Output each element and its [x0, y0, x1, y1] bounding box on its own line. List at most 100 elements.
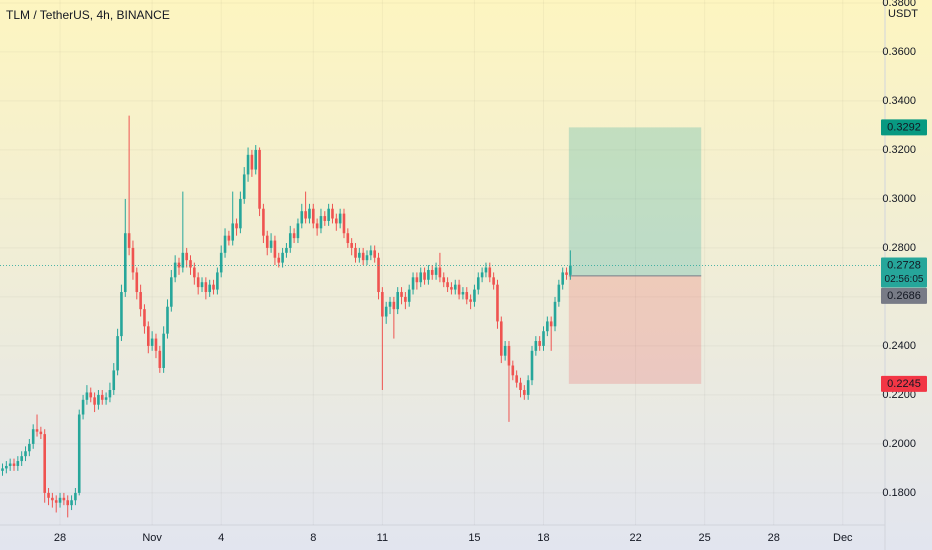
- candle-body: [120, 292, 123, 337]
- candle-body: [327, 208, 330, 221]
- candle-body: [292, 233, 296, 239]
- candle-body: [438, 267, 442, 278]
- plot-area: [0, 0, 885, 525]
- y-tick-label: 0.2800: [882, 242, 916, 254]
- candle-body: [530, 350, 534, 381]
- last-price-tag: 0.2728: [887, 259, 921, 271]
- candle-body: [331, 208, 334, 219]
- y-tick-label: 0.3600: [882, 46, 916, 58]
- candle-body: [461, 292, 465, 295]
- target-price-tag: 0.3292: [887, 121, 921, 133]
- candle-body: [369, 250, 373, 256]
- candle-body: [300, 211, 304, 224]
- axes: 0.18000.20000.22000.24000.26000.28000.30…: [54, 0, 927, 544]
- candle-body: [262, 208, 265, 236]
- candle-body: [434, 267, 438, 275]
- candle-body: [81, 399, 85, 415]
- candle-body: [281, 252, 284, 263]
- candle-body: [396, 292, 400, 310]
- candle-body: [442, 277, 446, 283]
- candle-body: [569, 265, 572, 275]
- candle-body: [28, 443, 31, 452]
- candle-body: [423, 272, 426, 280]
- candle-body: [358, 252, 361, 258]
- profit-zone: [568, 127, 702, 276]
- y-tick-label: 0.2400: [882, 340, 916, 352]
- candle-body: [388, 301, 392, 307]
- candle-body: [77, 414, 81, 493]
- stop-price-tag: 0.2245: [887, 378, 921, 390]
- candle-body: [484, 267, 488, 273]
- candle-body: [16, 461, 20, 466]
- candle-body: [361, 252, 365, 261]
- candle-body: [93, 397, 96, 405]
- candle-body: [285, 247, 288, 253]
- candle-body: [208, 284, 211, 293]
- candle-body: [146, 326, 150, 346]
- candle-body: [381, 292, 384, 317]
- candle-body: [488, 267, 492, 278]
- candle-body: [227, 235, 231, 241]
- candle-body: [100, 394, 104, 400]
- candle-body: [365, 255, 369, 261]
- candle-body: [400, 292, 403, 297]
- candle-body: [265, 235, 269, 248]
- candle-body: [373, 250, 376, 258]
- candle-body: [158, 350, 162, 368]
- unit-label: USDT: [888, 8, 918, 20]
- candle-body: [239, 198, 242, 229]
- candle-body: [219, 252, 223, 273]
- candle-body: [181, 252, 185, 268]
- candle-body: [500, 321, 503, 356]
- candle-body: [212, 284, 215, 290]
- candle-body: [404, 296, 407, 302]
- candle-body: [269, 240, 273, 248]
- candle-body: [8, 463, 12, 466]
- candle-body: [177, 262, 181, 268]
- candle-body: [250, 154, 254, 170]
- y-tick-label: 0.2000: [882, 438, 916, 450]
- entry-price-tag-bg: [881, 287, 927, 304]
- candle-body: [469, 299, 472, 302]
- x-tick-label: Dec: [833, 532, 853, 544]
- candle-body: [150, 338, 154, 346]
- candle-body: [311, 208, 315, 224]
- candle-body: [216, 272, 219, 290]
- candle-body: [553, 301, 557, 327]
- candle-body: [123, 233, 127, 293]
- entry-price-tag: 0.2686: [887, 290, 921, 302]
- last-price-tag-bg: [881, 257, 927, 288]
- candle-body: [304, 211, 307, 219]
- candle-body: [235, 223, 238, 229]
- candle-body: [492, 277, 495, 285]
- candle-body: [526, 380, 530, 395]
- x-tick-label: 28: [768, 532, 780, 544]
- candle-body: [97, 394, 100, 405]
- candle-body: [185, 252, 188, 261]
- candle-body: [39, 431, 43, 435]
- candle-body: [85, 392, 89, 400]
- candle-body: [315, 223, 319, 229]
- candle-body: [457, 284, 461, 295]
- candle-body: [189, 260, 192, 268]
- candle-body: [24, 451, 27, 457]
- candle-body: [430, 269, 434, 275]
- candle-body: [204, 282, 208, 293]
- candle-body: [476, 277, 480, 290]
- candle-body: [407, 289, 411, 302]
- candle-body: [427, 269, 430, 280]
- candle-body: [546, 321, 549, 332]
- candle-body: [47, 492, 50, 498]
- candle-body: [415, 277, 419, 283]
- candle-body: [557, 284, 561, 302]
- candle-body: [70, 500, 73, 506]
- stop-price-tag-bg: [881, 375, 927, 392]
- candle-body: [419, 272, 423, 283]
- candle-body: [193, 267, 196, 278]
- x-tick-label: Nov: [142, 532, 162, 544]
- x-tick-label: 11: [377, 532, 388, 544]
- x-tick-label: 18: [537, 532, 549, 544]
- candle-body: [384, 306, 388, 317]
- candle-body: [465, 292, 469, 300]
